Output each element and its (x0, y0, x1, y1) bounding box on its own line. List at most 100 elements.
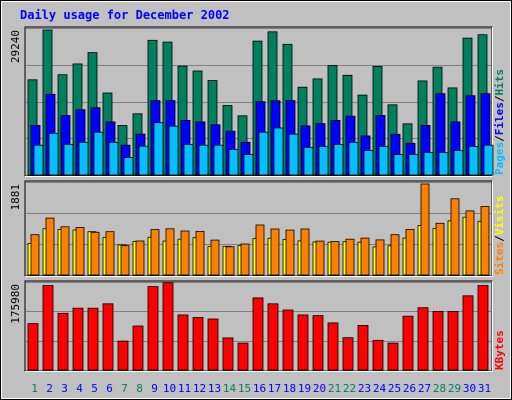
bar-pages-day-17 (273, 127, 284, 176)
bar-sites-day-17 (270, 228, 280, 276)
legend-entry: Sites (493, 242, 506, 275)
legend-entry: Visits (493, 196, 506, 236)
day-labels-group: 1 2 3 4 5 6 7 8 9 10 11 12 13 14 15 16 17 18 19 20 21 22 23 24 2… (31, 382, 491, 395)
bar-sites-day-6 (105, 231, 115, 276)
legend-entry: / (493, 235, 506, 242)
bar-sites-day-16 (255, 224, 265, 276)
day-label-16: 16 (253, 382, 266, 395)
bar-kbytes-day-17 (267, 303, 279, 371)
bar-sites-day-14 (225, 246, 235, 276)
bar-sites-day-28 (435, 222, 445, 276)
bar-kbytes-day-9 (147, 286, 159, 371)
bar-sites-day-7 (120, 245, 130, 276)
bar-pages-day-26 (408, 154, 419, 176)
bar-kbytes-day-23 (357, 324, 369, 371)
bar-sites-day-30 (465, 210, 475, 276)
bar-sites-day-9 (150, 229, 160, 276)
bar-pages-day-8 (138, 145, 149, 176)
bar-pages-day-14 (228, 149, 239, 176)
bar-kbytes-day-31 (477, 285, 489, 371)
bar-sites-day-4 (75, 227, 85, 276)
bar-sites-day-1 (30, 234, 40, 276)
day-label-7: 7 (121, 382, 128, 395)
bar-pages-day-7 (123, 157, 134, 176)
bar-pages-day-10 (168, 125, 179, 176)
bar-pages-day-30 (468, 145, 479, 176)
bar-pages-day-13 (213, 144, 224, 176)
bar-pages-day-31 (483, 144, 494, 176)
day-label-21: 21 (328, 382, 341, 395)
bar-pages-day-16 (258, 131, 269, 176)
bar-sites-day-25 (390, 234, 400, 276)
bar-pages-day-25 (393, 154, 404, 176)
day-label-19: 19 (298, 382, 311, 395)
day-label-9: 9 (151, 382, 158, 395)
day-label-11: 11 (178, 382, 191, 395)
bar-kbytes-day-8 (132, 325, 144, 371)
panels-group: 29240Pages/Files/Hits1881Sites/Visits175… (9, 26, 506, 372)
legend-volume: KBytes (493, 330, 506, 370)
day-label-3: 3 (61, 382, 68, 395)
bar-sites-day-31 (480, 206, 490, 276)
bar-kbytes-day-12 (192, 317, 204, 371)
bar-kbytes-day-19 (297, 314, 309, 371)
bar-pages-day-6 (108, 141, 119, 176)
ymax-label-volume: 175980 (9, 284, 22, 324)
bar-sites-day-13 (210, 239, 220, 276)
bar-kbytes-day-10 (162, 282, 174, 371)
bar-pages-day-19 (303, 146, 314, 176)
legend-visitors: Sites/Visits (493, 196, 506, 276)
bar-kbytes-day-20 (312, 315, 324, 371)
day-label-28: 28 (433, 382, 446, 395)
day-label-1: 1 (31, 382, 38, 395)
day-label-6: 6 (106, 382, 113, 395)
bar-sites-day-12 (195, 230, 205, 276)
day-label-22: 22 (343, 382, 356, 395)
bar-sites-day-2 (45, 217, 55, 276)
bar-pages-day-22 (348, 141, 359, 176)
bar-sites-day-24 (375, 239, 385, 276)
bar-sites-day-22 (345, 238, 355, 276)
bar-pages-day-12 (198, 144, 209, 176)
day-label-15: 15 (238, 382, 251, 395)
bar-pages-day-15 (243, 154, 254, 176)
bar-pages-day-23 (363, 150, 374, 176)
bar-pages-day-18 (288, 133, 299, 176)
legend-entry: Files (493, 102, 506, 135)
legend-entry: / (493, 135, 506, 142)
bar-kbytes-day-29 (447, 310, 459, 371)
bar-kbytes-day-25 (387, 342, 399, 371)
day-label-27: 27 (418, 382, 431, 395)
legend-entry: KBytes (493, 330, 506, 370)
bar-kbytes-day-5 (87, 307, 99, 371)
panel-volume: 175980 KBytes (9, 280, 506, 372)
day-label-8: 8 (136, 382, 143, 395)
day-label-29: 29 (448, 382, 461, 395)
bar-sites-day-27 (420, 183, 430, 276)
bar-sites-day-15 (240, 243, 250, 276)
bar-kbytes-day-11 (177, 314, 189, 371)
day-label-31: 31 (478, 382, 491, 395)
bar-kbytes-day-7 (117, 340, 129, 371)
bar-pages-day-21 (333, 143, 344, 176)
bar-pages-day-24 (378, 145, 389, 176)
bar-sites-day-21 (330, 241, 340, 276)
bar-kbytes-day-26 (402, 315, 414, 371)
bar-pages-day-2 (48, 132, 59, 176)
bar-sites-day-20 (315, 240, 325, 276)
day-label-10: 10 (163, 382, 176, 395)
bar-sites-day-29 (450, 198, 460, 276)
chart-title: Daily usage for December 2002 (20, 8, 230, 22)
legend-entry: / (493, 95, 506, 102)
day-label-14: 14 (223, 382, 237, 395)
day-label-5: 5 (91, 382, 98, 395)
panel-visitors: 1881 Sites/Visits (9, 180, 506, 277)
day-label-20: 20 (313, 382, 326, 395)
bar-pages-day-11 (183, 143, 194, 176)
bar-sites-day-19 (300, 228, 310, 276)
ymax-label-visitors: 1881 (9, 184, 22, 211)
day-label-13: 13 (208, 382, 221, 395)
